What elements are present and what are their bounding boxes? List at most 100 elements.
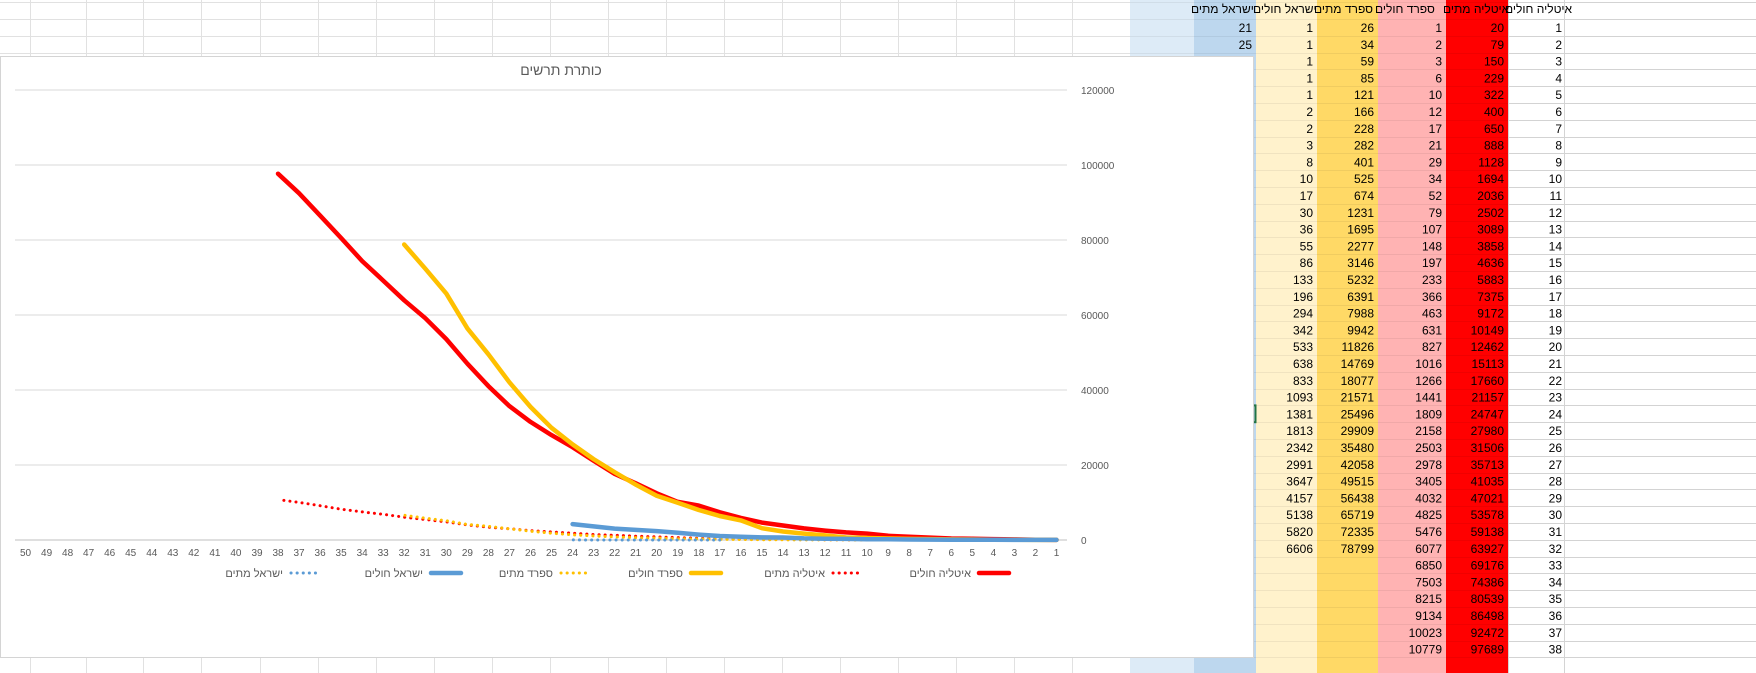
cell-italy_deaths-38[interactable]: 10779: [1409, 643, 1443, 657]
cell-italy_cases-2[interactable]: 79: [1491, 38, 1505, 52]
row-number-33[interactable]: 33: [1549, 559, 1563, 573]
row-number-31[interactable]: 31: [1549, 525, 1563, 539]
cell-spain_deaths-11[interactable]: 17: [1300, 189, 1314, 203]
cell-spain_cases-9[interactable]: 401: [1354, 155, 1374, 169]
row-number-16[interactable]: 16: [1549, 273, 1563, 287]
cell-italy_deaths-21[interactable]: 1016: [1415, 357, 1442, 371]
cell-spain_deaths-24[interactable]: 1381: [1286, 407, 1313, 421]
cell-spain_cases-11[interactable]: 674: [1354, 189, 1374, 203]
cell-italy_cases-19[interactable]: 10149: [1471, 323, 1505, 337]
cell-italy_deaths-18[interactable]: 463: [1422, 307, 1442, 321]
cell-spain_deaths-4[interactable]: 1: [1306, 71, 1313, 85]
row-number-37[interactable]: 37: [1549, 626, 1563, 640]
cell-spain_cases-3[interactable]: 59: [1361, 55, 1375, 69]
row-number-34[interactable]: 34: [1549, 575, 1563, 589]
row-number-11[interactable]: 11: [1550, 189, 1563, 203]
cell-italy_cases-25[interactable]: 27980: [1471, 424, 1505, 438]
cell-italy_cases-4[interactable]: 229: [1484, 71, 1504, 85]
cell-italy_deaths-27[interactable]: 2978: [1415, 458, 1442, 472]
cell-italy_deaths-20[interactable]: 827: [1422, 340, 1442, 354]
cell-italy_cases-30[interactable]: 53578: [1471, 508, 1505, 522]
cell-spain_deaths-21[interactable]: 638: [1293, 357, 1313, 371]
chart-title[interactable]: כותרת תרשים: [520, 62, 602, 78]
cell-spain_deaths-5[interactable]: 1: [1306, 88, 1313, 102]
cell-italy_deaths-2[interactable]: 2: [1435, 38, 1442, 52]
cell-italy_deaths-13[interactable]: 107: [1422, 223, 1442, 237]
row-number-25[interactable]: 25: [1549, 424, 1563, 438]
cell-italy_deaths-30[interactable]: 4825: [1415, 508, 1442, 522]
cell-italy_cases-1[interactable]: 20: [1491, 21, 1505, 35]
column-header-italy_cases[interactable]: איטליה חולים: [1505, 2, 1573, 16]
cell-spain_cases-12[interactable]: 1231: [1347, 206, 1374, 220]
row-number-7[interactable]: 7: [1555, 122, 1562, 136]
cell-italy_cases-22[interactable]: 17660: [1471, 374, 1505, 388]
cell-italy_cases-16[interactable]: 5883: [1477, 273, 1504, 287]
row-number-35[interactable]: 35: [1549, 592, 1563, 606]
cell-spain_cases-2[interactable]: 34: [1361, 38, 1375, 52]
row-number-18[interactable]: 18: [1549, 307, 1563, 321]
cell-spain_cases-15[interactable]: 3146: [1347, 256, 1374, 270]
cell-italy_deaths-10[interactable]: 34: [1429, 172, 1443, 186]
cell-spain_cases-24[interactable]: 25496: [1341, 407, 1375, 421]
cell-spain_cases-17[interactable]: 6391: [1347, 290, 1374, 304]
cell-italy_cases-15[interactable]: 4636: [1477, 256, 1504, 270]
cell-italy_deaths-35[interactable]: 8215: [1415, 592, 1442, 606]
row-number-14[interactable]: 14: [1549, 239, 1563, 253]
row-number-29[interactable]: 29: [1549, 491, 1563, 505]
cell-italy_cases-28[interactable]: 41035: [1471, 475, 1505, 489]
cell-italy_cases-35[interactable]: 80539: [1471, 592, 1505, 606]
cell-italy_deaths-32[interactable]: 6077: [1415, 542, 1442, 556]
row-number-6[interactable]: 6: [1555, 105, 1562, 119]
cell-spain_deaths-29[interactable]: 4157: [1286, 491, 1313, 505]
cell-spain_deaths-19[interactable]: 342: [1293, 323, 1313, 337]
cell-italy_cases-21[interactable]: 15113: [1472, 357, 1505, 371]
cell-spain_deaths-16[interactable]: 133: [1293, 273, 1313, 287]
row-number-28[interactable]: 28: [1549, 475, 1563, 489]
cell-italy_deaths-7[interactable]: 17: [1429, 122, 1443, 136]
cell-spain_deaths-18[interactable]: 294: [1293, 307, 1313, 321]
cell-spain_cases-5[interactable]: 121: [1354, 88, 1374, 102]
cell-spain_cases-7[interactable]: 228: [1354, 122, 1374, 136]
cell-spain_cases-26[interactable]: 35480: [1341, 441, 1375, 455]
cell-italy_cases-29[interactable]: 47021: [1471, 491, 1505, 505]
row-number-2[interactable]: 2: [1555, 38, 1562, 52]
cell-italy_deaths-26[interactable]: 2503: [1415, 441, 1442, 455]
row-number-30[interactable]: 30: [1549, 508, 1563, 522]
cell-italy_cases-32[interactable]: 63927: [1471, 542, 1505, 556]
cell-spain_deaths-15[interactable]: 86: [1300, 256, 1314, 270]
series-line-italy_deaths[interactable]: [276, 498, 1058, 542]
column-header-spain_deaths[interactable]: ספרד מתים: [1314, 2, 1373, 16]
cell-italy_cases-12[interactable]: 2502: [1477, 206, 1504, 220]
cell-italy_deaths-28[interactable]: 3405: [1415, 475, 1442, 489]
cell-spain_deaths-2[interactable]: 1: [1306, 38, 1313, 52]
cell-italy_cases-10[interactable]: 1694: [1477, 172, 1504, 186]
cell-spain_cases-20[interactable]: 11826: [1342, 340, 1375, 354]
row-number-21[interactable]: 21: [1549, 357, 1563, 371]
cell-spain_cases-18[interactable]: 7988: [1347, 307, 1374, 321]
cell-italy_cases-17[interactable]: 7375: [1477, 290, 1504, 304]
cell-italy_cases-5[interactable]: 322: [1484, 88, 1504, 102]
cell-italy_deaths-6[interactable]: 12: [1429, 105, 1443, 119]
cell-italy_cases-34[interactable]: 74386: [1471, 575, 1505, 589]
row-number-4[interactable]: 4: [1555, 71, 1562, 85]
cell-spain_deaths-26[interactable]: 2342: [1286, 441, 1313, 455]
cell-spain_deaths-32[interactable]: 6606: [1286, 542, 1313, 556]
cell-spain_deaths-27[interactable]: 2991: [1286, 458, 1313, 472]
cell-spain_cases-22[interactable]: 18077: [1341, 374, 1375, 388]
row-number-5[interactable]: 5: [1555, 88, 1562, 102]
cell-italy_cases-31[interactable]: 59138: [1471, 525, 1505, 539]
legend-item-italy_deaths[interactable]: איטליה מתים: [764, 567, 865, 580]
series-line-spain_cases[interactable]: [401, 242, 1059, 543]
cell-spain_deaths-13[interactable]: 36: [1300, 223, 1314, 237]
cell-italy_deaths-1[interactable]: 1: [1435, 21, 1442, 35]
legend-item-spain_deaths[interactable]: ספרד מתים: [499, 568, 593, 580]
cell-italy_deaths-5[interactable]: 10: [1429, 88, 1443, 102]
cell-spain_cases-29[interactable]: 56438: [1341, 491, 1375, 505]
cell-israel_cases-1[interactable]: 21: [1239, 21, 1253, 35]
row-number-38[interactable]: 38: [1549, 643, 1563, 657]
cell-spain_deaths-3[interactable]: 1: [1306, 55, 1313, 69]
cell-spain_deaths-1[interactable]: 1: [1306, 21, 1313, 35]
cell-israel_cases-2[interactable]: 25: [1239, 38, 1253, 52]
row-number-1[interactable]: 1: [1555, 21, 1562, 35]
cell-spain_deaths-28[interactable]: 3647: [1286, 475, 1313, 489]
